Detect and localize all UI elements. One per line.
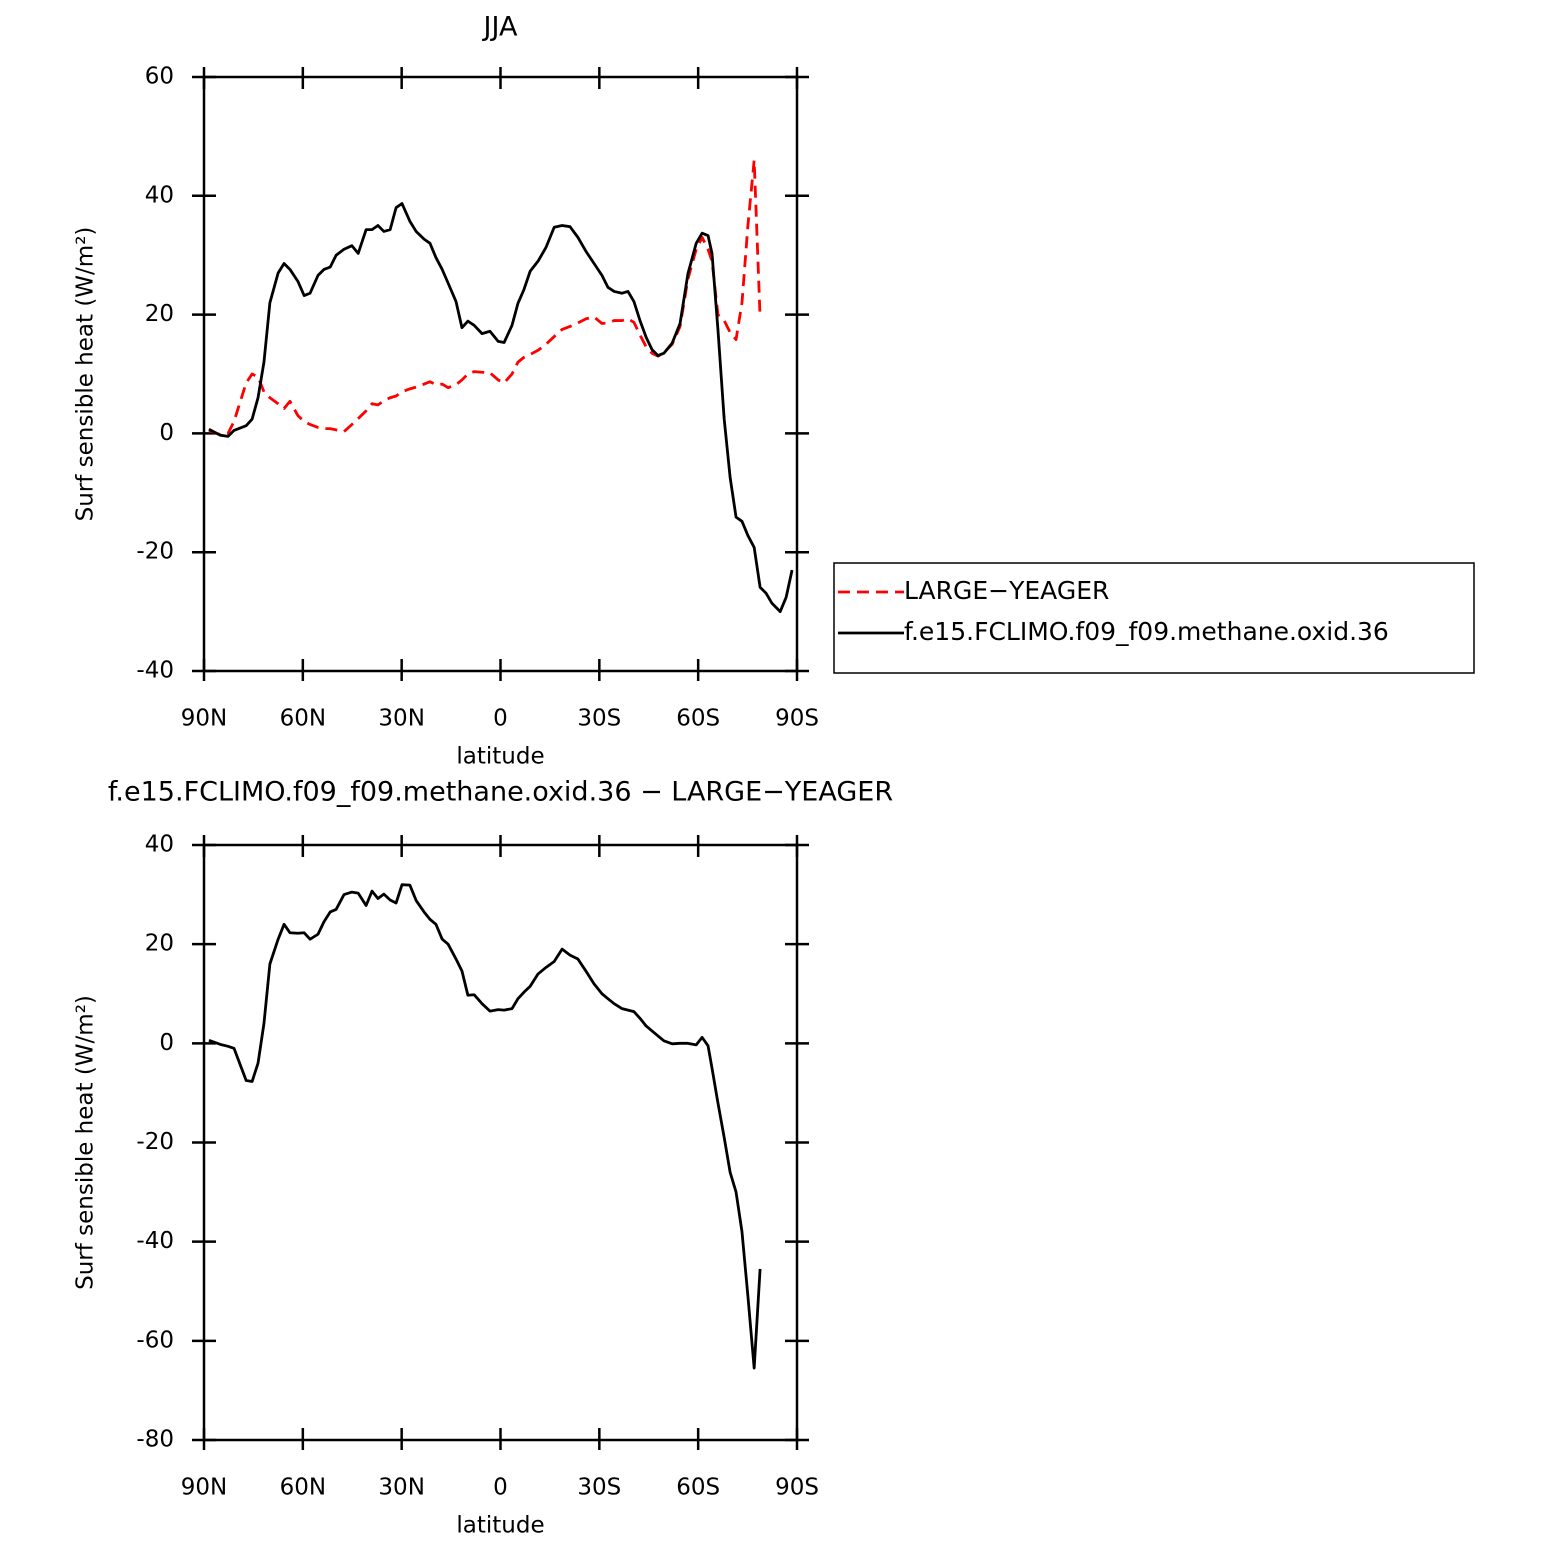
x-tick-label: 60S bbox=[676, 706, 720, 732]
y-tick-label: -80 bbox=[136, 1427, 174, 1453]
x-tick-label: 30S bbox=[577, 706, 621, 732]
y-tick-label: -40 bbox=[136, 658, 174, 684]
chart-title: JJA bbox=[482, 12, 518, 43]
x-tick-label: 30N bbox=[378, 1475, 424, 1501]
y-tick-label: 20 bbox=[145, 931, 174, 957]
x-tick-label: 90N bbox=[181, 706, 227, 732]
y-tick-label: -20 bbox=[136, 539, 174, 565]
x-tick-label: 30S bbox=[577, 1475, 621, 1501]
y-tick-label: -60 bbox=[136, 1327, 174, 1353]
legend-label: LARGE−YEAGER bbox=[904, 576, 1109, 605]
x-axis-label: latitude bbox=[456, 1513, 544, 1539]
y-tick-label: 40 bbox=[145, 832, 174, 858]
y-tick-label: 40 bbox=[145, 182, 174, 208]
x-tick-label: 60N bbox=[280, 706, 326, 732]
y-tick-label: 0 bbox=[159, 420, 174, 446]
y-tick-label: 20 bbox=[145, 301, 174, 327]
x-tick-label: 90S bbox=[775, 1475, 819, 1501]
y-tick-label: -20 bbox=[136, 1129, 174, 1155]
legend-label: f.e15.FCLIMO.f09_f09.methane.oxid.36 bbox=[904, 617, 1389, 646]
data-line bbox=[208, 883, 762, 1370]
chart-title: f.e15.FCLIMO.f09_f09.methane.oxid.36 − L… bbox=[108, 777, 893, 808]
y-tick-label: 60 bbox=[145, 64, 174, 90]
y-axis-label: Surf sensible heat (W/m²) bbox=[73, 227, 99, 522]
x-tick-label: 60N bbox=[280, 1475, 326, 1501]
x-tick-label: 0 bbox=[493, 1475, 508, 1501]
y-axis-label: Surf sensible heat (W/m²) bbox=[73, 995, 99, 1290]
x-tick-label: 60S bbox=[676, 1475, 720, 1501]
x-tick-label: 90N bbox=[181, 1475, 227, 1501]
x-axis-label: latitude bbox=[456, 744, 544, 770]
legend-box bbox=[833, 562, 1475, 674]
y-tick-label: -40 bbox=[136, 1228, 174, 1254]
x-tick-label: 90S bbox=[775, 706, 819, 732]
y-tick-label: 0 bbox=[159, 1030, 174, 1056]
plot-frame bbox=[202, 75, 799, 673]
data-line bbox=[208, 202, 794, 613]
x-tick-label: 0 bbox=[493, 706, 508, 732]
x-tick-label: 30N bbox=[378, 706, 424, 732]
data-line bbox=[208, 158, 762, 436]
